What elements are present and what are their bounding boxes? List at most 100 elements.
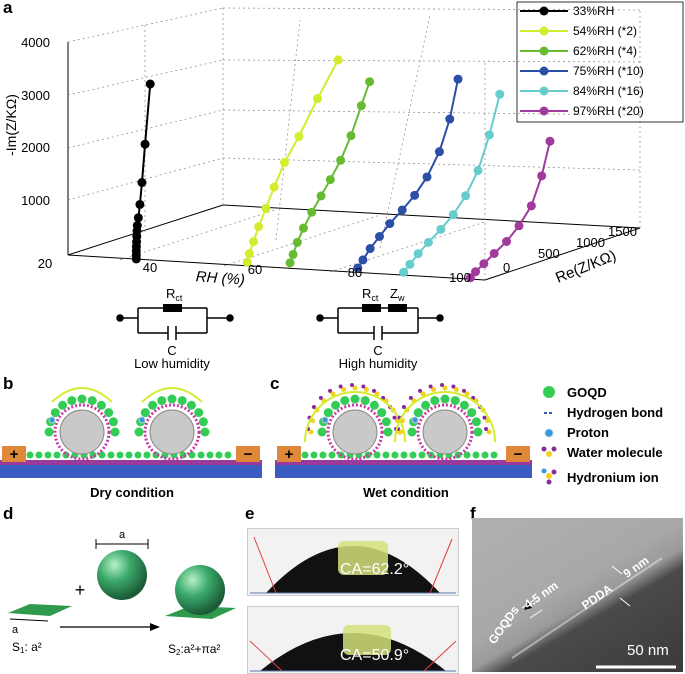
data-point [346,131,356,141]
y-tick-label: 1000 [21,193,50,208]
electrode-right [236,446,260,462]
water-molecule [318,395,323,400]
goqd [459,400,469,410]
data-point [269,182,279,192]
goqd [134,451,142,459]
goqd [35,451,43,459]
impedance-3d-chart: 4000 3000 2000 1000 -Im(Z/KΩ) 20 40 60 8… [3,1,684,289]
x-tick-label: 100 [449,270,471,285]
water-molecule [350,383,354,387]
goqd [108,417,118,427]
silica-core [332,409,378,455]
goqd [200,427,210,437]
circuit-c-label: C [167,343,176,358]
proton [411,416,419,424]
water-molecule [428,384,433,389]
dimension-line [9,618,49,622]
circuit-rct-label: Rct [166,286,183,303]
z-tick-label: 500 [538,246,560,261]
water-molecule [442,385,448,391]
water-molecule [420,391,426,397]
data-point [358,255,368,265]
legend-label: 84%RH (*16) [573,84,644,98]
goqd [413,408,423,418]
proton [48,416,56,424]
goqd [369,400,379,410]
goqd [463,451,471,459]
z-tick-label: 1000 [576,235,605,250]
goqd [148,400,158,410]
pdda-shell [326,403,384,461]
data-point [495,89,505,99]
data-point [133,213,143,223]
x-axis-label: RH (%) [195,268,245,288]
goqd [409,451,417,459]
legend-label: 33%RH [573,4,614,18]
legend-label: Proton [567,425,609,440]
circuit-low-humidity: Rct C Low humidity [116,286,234,371]
electrode-right [506,446,530,462]
data-point [465,273,475,283]
goqd [50,408,60,418]
goqd [87,396,97,406]
surface-area-diagram: a S1: a² + a S2:a²+πa² [8,529,236,657]
data-point [461,191,471,201]
s2-label: S2:a²+πa² [168,642,220,657]
data-point [413,249,423,259]
proton [138,416,146,424]
data-point [471,267,481,277]
data-point [333,55,343,65]
goqd [167,394,177,404]
data-point [423,237,433,247]
data-point [313,94,323,104]
goqd [467,408,477,418]
panel-label-f: f [470,504,476,523]
legend-marker [539,86,549,96]
circuit-c-label: C [373,343,382,358]
goqd [134,427,144,437]
plus-sign: + [285,446,294,463]
goqd [140,408,150,418]
water-molecule [440,383,444,387]
water-molecule [363,386,369,392]
goqd [96,400,106,410]
legend-marker [539,106,549,116]
goqd [197,451,205,459]
goqd [407,427,417,437]
water-molecule [453,386,459,392]
plus-sign: + [75,580,86,600]
pdda-layer [275,460,532,465]
data-point [137,178,147,188]
goqd [194,408,204,418]
circuit-rct-label: Rct [362,286,379,303]
data-point [145,79,155,89]
chart-box-frame [67,42,641,281]
plus-sign: + [10,446,19,463]
goqd [323,408,333,418]
water-molecule [341,386,347,392]
goqd [224,451,232,459]
data-point [473,165,483,175]
goqd [188,451,196,459]
goqd [301,451,309,459]
goqd [125,451,133,459]
goqd [360,396,370,406]
circuit-zw-label: Zw [390,286,405,303]
legend-marker [539,6,549,16]
sphere [175,565,225,615]
goqd [198,417,208,427]
legend-marker [539,46,549,56]
goqd [110,427,120,437]
goqd [317,427,327,437]
goqd [418,451,426,459]
legend-label: Hydrogen bond [567,405,663,420]
wet-caption: Wet condition [363,485,449,500]
contact-angle-bottom: CA=50.9° [340,647,410,664]
data-point [385,219,395,229]
legend-label: Hydronium ion [567,470,659,485]
dry-caption: Dry condition [90,485,174,500]
goqd [490,451,498,459]
sphere [97,550,147,600]
data-point [422,172,432,182]
contact-angle-photo-top: CA=62.2° [247,528,459,596]
